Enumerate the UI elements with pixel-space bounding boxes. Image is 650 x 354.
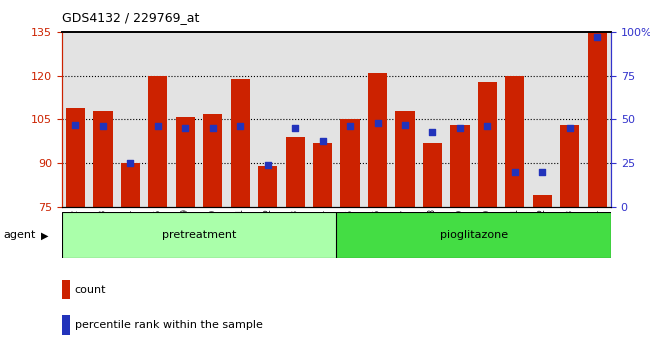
Bar (528, 32, 556, 207)
Text: GDS4132 / 229769_at: GDS4132 / 229769_at (62, 11, 199, 24)
Text: pretreatment: pretreatment (162, 230, 236, 240)
Point (70, 122, 81, 127)
Point (98, 124, 108, 129)
Bar (94, 111, 112, 207)
Point (400, 122, 410, 127)
Bar (364, 32, 391, 207)
Bar (258, 166, 278, 207)
Bar (62, 280, 70, 299)
Bar (172, 32, 199, 207)
Bar (199, 32, 227, 207)
Bar (584, 32, 611, 207)
Point (290, 125, 300, 131)
Bar (313, 143, 332, 207)
Bar (419, 32, 446, 207)
Bar (450, 125, 469, 207)
Bar (281, 32, 309, 207)
Point (565, 125, 575, 131)
Bar (533, 195, 552, 207)
Bar (254, 32, 281, 207)
Bar (341, 120, 359, 207)
Bar (121, 163, 140, 207)
Point (537, 169, 547, 175)
Text: ▶: ▶ (41, 230, 49, 240)
Bar (391, 32, 419, 207)
Bar (309, 32, 337, 207)
Text: pioglitazone: pioglitazone (439, 230, 508, 240)
Point (125, 160, 136, 166)
Point (482, 124, 493, 129)
Bar (231, 79, 250, 207)
Bar (227, 32, 254, 207)
Point (455, 125, 465, 131)
Bar (285, 137, 305, 207)
Point (207, 125, 218, 131)
Bar (176, 116, 195, 207)
Bar (423, 143, 442, 207)
Bar (395, 111, 415, 207)
Bar (62, 212, 337, 258)
Point (235, 124, 246, 129)
Bar (474, 32, 501, 207)
Bar (337, 212, 611, 258)
Bar (62, 315, 70, 335)
Point (427, 129, 437, 135)
Point (317, 138, 328, 143)
Bar (478, 81, 497, 207)
Text: percentile rank within the sample: percentile rank within the sample (75, 320, 263, 330)
Point (372, 120, 383, 126)
Point (263, 162, 273, 168)
Point (510, 169, 520, 175)
Bar (203, 114, 222, 207)
Bar (62, 32, 89, 207)
Text: count: count (75, 285, 106, 295)
Point (153, 124, 163, 129)
Bar (337, 32, 364, 207)
Text: agent: agent (3, 230, 36, 240)
Bar (66, 108, 85, 207)
Point (345, 124, 356, 129)
Bar (501, 32, 528, 207)
Point (180, 125, 190, 131)
Bar (556, 32, 584, 207)
Bar (148, 76, 168, 207)
Bar (368, 73, 387, 207)
Bar (89, 32, 117, 207)
Point (592, 34, 603, 40)
Bar (144, 32, 172, 207)
Bar (446, 32, 474, 207)
Bar (117, 32, 144, 207)
Bar (560, 125, 579, 207)
Bar (588, 32, 607, 207)
Bar (505, 76, 525, 207)
